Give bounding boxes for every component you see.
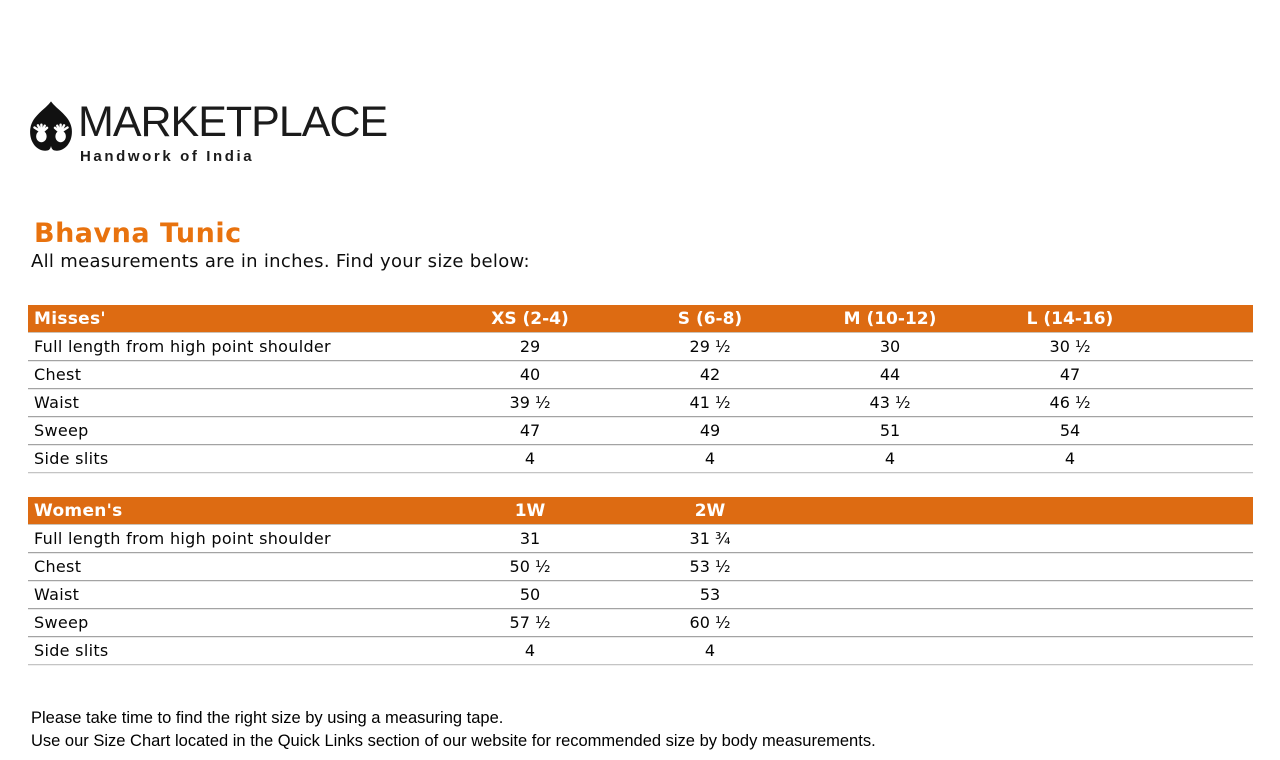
cell-value: 42 — [699, 365, 721, 384]
cell-value: 51 — [879, 421, 901, 440]
row-label: Waist — [34, 585, 80, 604]
cell-value: 31 — [519, 529, 541, 548]
row-label: Full length from high point shoulder — [34, 529, 331, 548]
cell-value: 53 — [699, 585, 721, 604]
col-header-2w: 2W — [694, 500, 726, 521]
brand-tagline: Handwork of India — [80, 148, 255, 165]
row-label: Side slits — [34, 449, 109, 468]
cell-value: 31 ¾ — [689, 529, 731, 548]
table-row: Full length from high point shoulder 29 … — [28, 333, 1253, 361]
table-row: Waist 50 53 — [28, 581, 1253, 609]
cell-value: 43 ½ — [869, 393, 911, 412]
footer-note: Please take time to find the right size … — [31, 707, 876, 753]
cell-value: 50 ½ — [509, 557, 551, 576]
cell-value: 47 — [1059, 365, 1081, 384]
cell-value: 47 — [519, 421, 541, 440]
table-row: Chest 50 ½ 53 ½ — [28, 553, 1253, 581]
cell-value: 41 ½ — [689, 393, 731, 412]
brand-logo: MARKETPLACE Handwork of India — [28, 98, 388, 165]
cell-value: 40 — [519, 365, 541, 384]
cell-value: 4 — [524, 449, 536, 468]
cell-value: 54 — [1059, 421, 1081, 440]
row-label: Chest — [34, 365, 82, 384]
brand-name: MARKETPLACE — [78, 98, 388, 146]
misses-size-table: Misses' XS (2-4) S (6-8) M (10-12) L (14… — [28, 305, 1253, 473]
leaf-hands-logo-icon — [28, 99, 74, 155]
table-row: Side slits 4 4 — [28, 637, 1253, 665]
footer-line-2: Use our Size Chart located in the Quick … — [31, 732, 876, 750]
cell-value: 4 — [704, 449, 716, 468]
womens-size-table: Women's 1W 2W Full length from high poin… — [28, 497, 1253, 665]
cell-value: 57 ½ — [509, 613, 551, 632]
page-subtitle: All measurements are in inches. Find you… — [31, 251, 530, 272]
table-title-misses: Misses' — [34, 308, 106, 329]
row-label: Waist — [34, 393, 80, 412]
col-header-m: M (10-12) — [843, 308, 937, 329]
table-row: Full length from high point shoulder 31 … — [28, 525, 1253, 553]
table-row: Waist 39 ½ 41 ½ 43 ½ 46 ½ — [28, 389, 1253, 417]
cell-value: 29 ½ — [689, 337, 731, 356]
cell-value: 49 — [699, 421, 721, 440]
row-label: Sweep — [34, 421, 89, 440]
table-row: Side slits 4 4 4 4 — [28, 445, 1253, 473]
cell-value: 4 — [524, 641, 536, 660]
cell-value: 44 — [879, 365, 901, 384]
table-row: Sweep 47 49 51 54 — [28, 417, 1253, 445]
col-header-l: L (14-16) — [1026, 308, 1114, 329]
table-title-womens: Women's — [34, 500, 123, 521]
cell-value: 53 ½ — [689, 557, 731, 576]
cell-value: 60 ½ — [689, 613, 731, 632]
misses-header-row: Misses' XS (2-4) S (6-8) M (10-12) L (14… — [28, 305, 1253, 333]
cell-value: 39 ½ — [509, 393, 551, 412]
col-header-xs: XS (2-4) — [491, 308, 569, 329]
row-label: Chest — [34, 557, 82, 576]
row-label: Side slits — [34, 641, 109, 660]
cell-value: 46 ½ — [1049, 393, 1091, 412]
cell-value: 50 — [519, 585, 541, 604]
cell-value: 29 — [519, 337, 541, 356]
col-header-1w: 1W — [514, 500, 546, 521]
womens-header-row: Women's 1W 2W — [28, 497, 1253, 525]
table-row: Chest 40 42 44 47 — [28, 361, 1253, 389]
row-label: Sweep — [34, 613, 89, 632]
table-row: Sweep 57 ½ 60 ½ — [28, 609, 1253, 637]
footer-line-1: Please take time to find the right size … — [31, 709, 504, 727]
row-label: Full length from high point shoulder — [34, 337, 331, 356]
brand-text-block: MARKETPLACE Handwork of India — [78, 98, 388, 165]
col-header-s: S (6-8) — [677, 308, 743, 329]
cell-value: 30 ½ — [1049, 337, 1091, 356]
cell-value: 4 — [884, 449, 896, 468]
cell-value: 30 — [879, 337, 901, 356]
cell-value: 4 — [704, 641, 716, 660]
page-title: Bhavna Tunic — [34, 218, 242, 249]
cell-value: 4 — [1064, 449, 1076, 468]
